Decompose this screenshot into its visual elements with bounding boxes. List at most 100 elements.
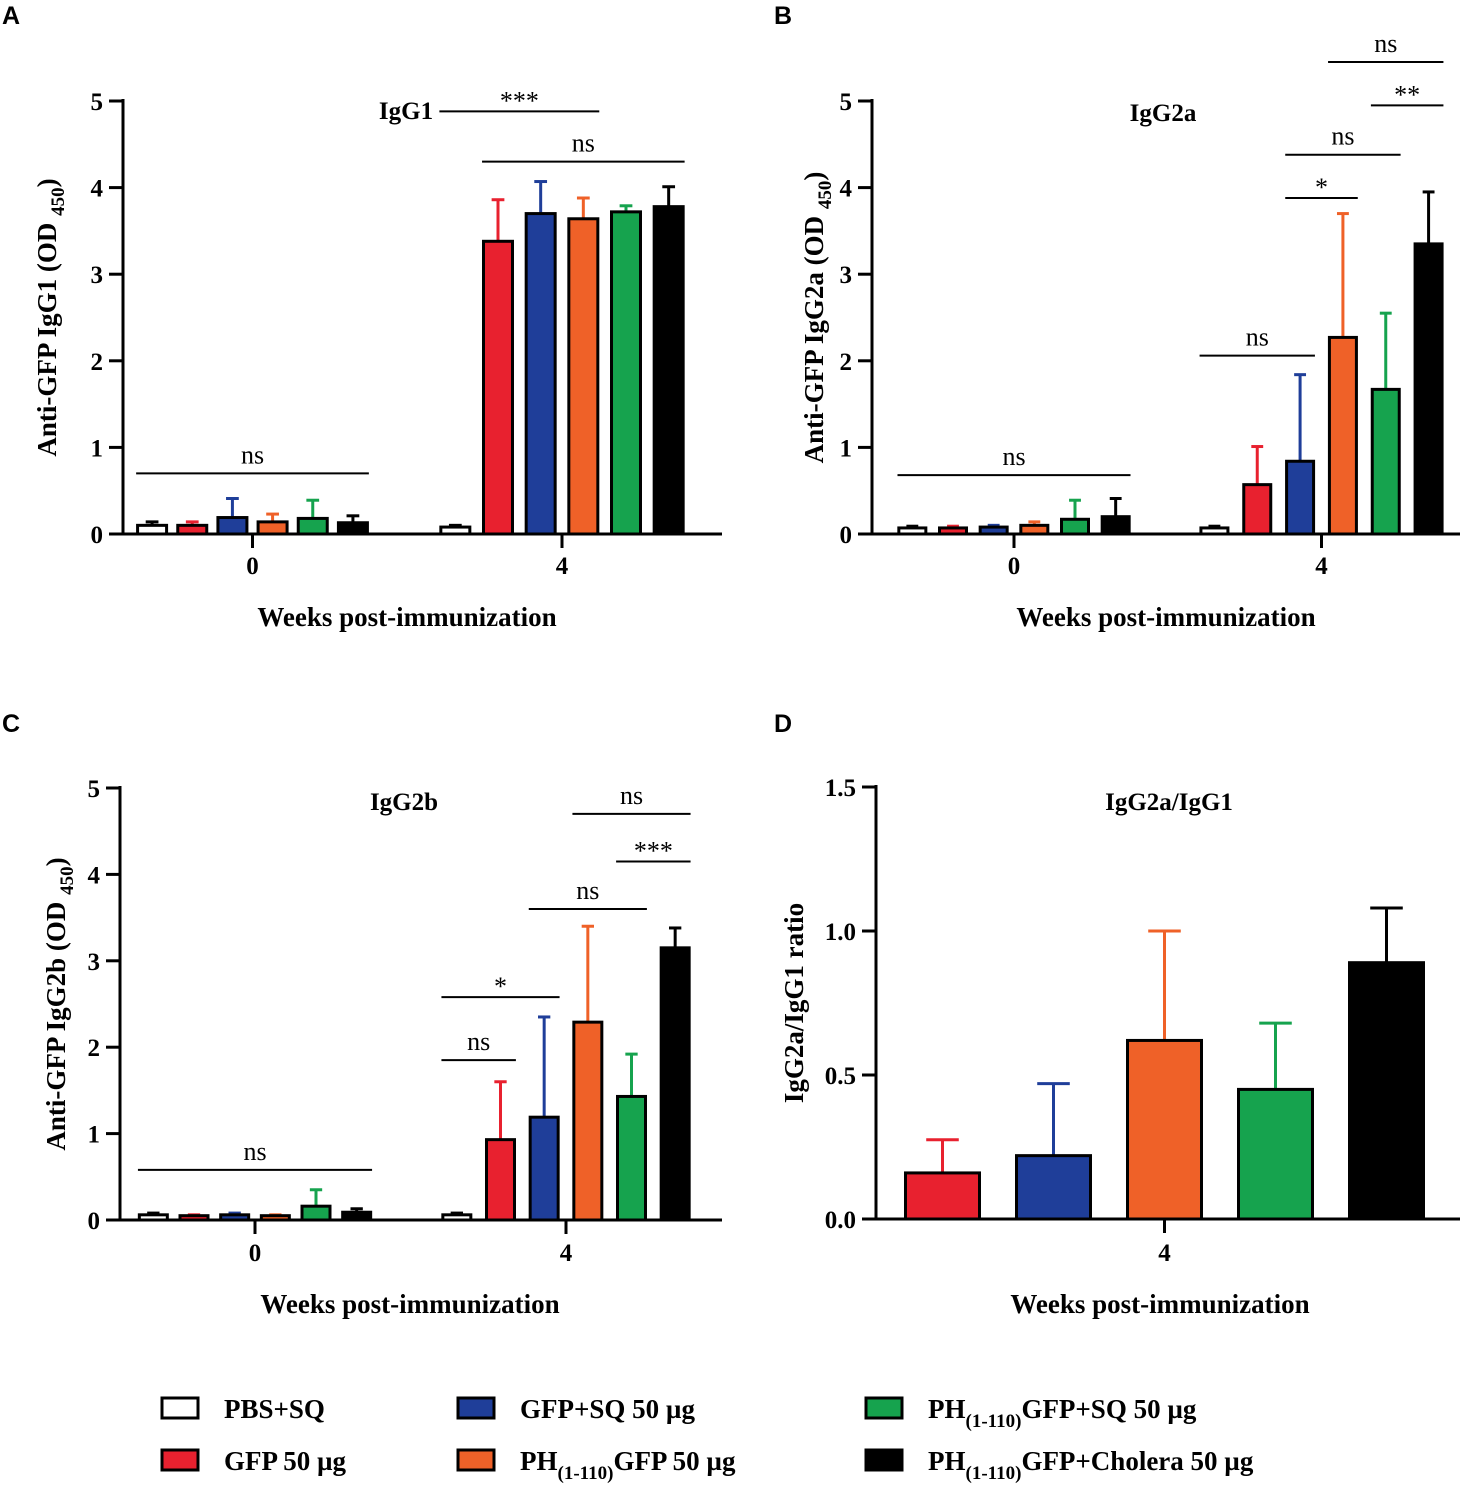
y-tick-label: 1: [88, 1122, 101, 1149]
panel-d: D 0.0 0.5 1.0 1.5 4 IgG2a/IgG1 Weeks post-immu…: [774, 710, 1460, 1319]
y-axis-label-end: ): [799, 172, 829, 181]
y-axis-label-main: IgG2a/IgG1 ratio: [779, 903, 809, 1103]
bar-ph_gfp: [256, 520, 289, 536]
bar-ph_gfp_sq: [1237, 1087, 1314, 1221]
legend-label-base: PBS+SQ: [224, 1394, 325, 1424]
panel-c-letter: C: [2, 710, 20, 738]
bar-gfp_sq: [524, 212, 557, 536]
y-axis-label-end: ): [32, 178, 62, 187]
legend-label-sub: (1-110): [558, 1463, 614, 1484]
legend-swatch-ph_gfp: [456, 1448, 496, 1472]
x-tick-label: 4: [1315, 553, 1328, 580]
chart-title: IgG2a: [1130, 100, 1197, 127]
y-axis-label: Anti-GFP IgG2a (OD 450): [799, 172, 836, 464]
x-axis-label: Weeks post-immunization: [1010, 1289, 1309, 1319]
legend-label-rest: GFP+SQ 50 µg: [1021, 1394, 1196, 1424]
x-axis-label: Weeks post-immunization: [257, 602, 556, 632]
bar-pbs_sq: [897, 526, 928, 536]
significance-label: **: [1394, 80, 1420, 109]
legend-label-gfp_sq: GFP+SQ 50 µg: [520, 1394, 695, 1424]
bar-gfp: [938, 526, 968, 536]
legend-label-base: PH: [520, 1446, 558, 1476]
bar-ph_gfp_sq: [300, 1204, 332, 1222]
legend-label-rest: GFP+Cholera 50 µg: [1021, 1446, 1253, 1476]
bar-gfp: [178, 1214, 210, 1222]
legend-swatch-pbs_sq: [160, 1396, 200, 1420]
bar-ph_gfp_cholera: [341, 1210, 373, 1222]
significance-label: ns: [1002, 442, 1025, 471]
bar-gfp: [904, 1171, 981, 1221]
legend-label-rest: GFP 50 µg: [613, 1446, 736, 1476]
legend-swatch-ph_gfp_sq: [864, 1396, 904, 1420]
bar-gfp_sq: [528, 1115, 560, 1222]
legend-label-base: GFP+SQ 50 µg: [520, 1394, 695, 1424]
bar-pbs_sq: [137, 1213, 169, 1222]
bar-pbs_sq: [441, 1213, 473, 1222]
y-axis-label-main: Anti-GFP IgG2a (OD: [799, 209, 829, 463]
y-axis-label: IgG2a/IgG1 ratio: [779, 903, 809, 1103]
y-tick-label: 4: [88, 862, 101, 889]
bar-gfp_sq: [219, 1213, 251, 1222]
bar-ph_gfp_cholera: [652, 205, 685, 536]
legend-label-base: PH: [928, 1394, 966, 1424]
x-tick-label: 0: [246, 553, 259, 580]
y-axis-label-sub: 450: [815, 181, 836, 210]
bar-ph_gfp_cholera: [1413, 242, 1444, 536]
significance-label: ns: [620, 781, 643, 810]
y-tick-label: 2: [840, 349, 853, 376]
x-tick-label: 4: [556, 553, 569, 580]
panel-a-letter: A: [2, 2, 20, 30]
legend-label-gfp: GFP 50 µg: [224, 1446, 347, 1476]
significance-label: ns: [1374, 29, 1397, 58]
significance-label: ns: [467, 1027, 490, 1056]
y-tick-label: 0.0: [825, 1207, 856, 1234]
chart-title: IgG2b: [370, 789, 438, 816]
bar-ph_gfp_sq: [1370, 387, 1401, 536]
significance-label: ns: [1246, 323, 1269, 352]
chart-title: IgG2a/IgG1: [1105, 789, 1233, 816]
legend-label-ph_gfp_sq: PH(1-110)GFP+SQ 50 µg: [928, 1394, 1197, 1432]
y-tick-label: 3: [840, 262, 853, 289]
bar-ph_gfp_cholera: [1348, 961, 1425, 1221]
legend-label-sub: (1-110): [966, 1463, 1022, 1484]
legend-label-ph_gfp: PH(1-110)GFP 50 µg: [520, 1446, 736, 1484]
bar-ph_gfp_sq: [610, 210, 642, 536]
bar-gfp_sq: [978, 525, 1009, 536]
significance-label: ns: [1331, 122, 1354, 151]
y-axis-label-main: Anti-GFP IgG2b (OD: [41, 895, 71, 1151]
bar-ph_gfp: [567, 217, 600, 536]
y-tick-label: 0: [91, 522, 104, 549]
y-axis-label-end: ): [41, 857, 71, 866]
panel-b-letter: B: [774, 2, 792, 30]
y-tick-label: 1.0: [825, 919, 856, 946]
bar-gfp_sq: [1015, 1154, 1092, 1221]
y-tick-label: 0: [88, 1208, 101, 1235]
x-axis-label: Weeks post-immunization: [1016, 602, 1315, 632]
y-tick-label: 3: [91, 262, 104, 289]
significance-label: ***: [500, 86, 539, 115]
y-tick-label: 5: [88, 776, 101, 803]
bar-ph_gfp: [1019, 523, 1050, 536]
bar-ph_gfp_sq: [296, 516, 329, 536]
legend-label-base: PH: [928, 1446, 966, 1476]
legend-swatch-gfp_sq: [456, 1396, 496, 1420]
bar-ph_gfp_cholera: [659, 946, 691, 1222]
bar-ph_gfp: [1327, 335, 1358, 536]
y-tick-label: 2: [88, 1035, 101, 1062]
y-tick-label: 5: [91, 89, 104, 116]
legend-label-sub: (1-110): [966, 1411, 1022, 1432]
y-tick-label: 1.5: [825, 775, 856, 802]
bar-ph_gfp: [1126, 1038, 1203, 1221]
significance-label: ns: [576, 876, 599, 905]
y-axis-label: Anti-GFP IgG2b (OD 450): [41, 857, 78, 1150]
y-tick-label: 5: [840, 89, 853, 116]
bar-gfp: [485, 1138, 516, 1222]
bar-ph_gfp_cholera: [1100, 515, 1131, 536]
bar-pbs_sq: [136, 523, 169, 536]
legend-label-pbs_sq: PBS+SQ: [224, 1394, 325, 1424]
